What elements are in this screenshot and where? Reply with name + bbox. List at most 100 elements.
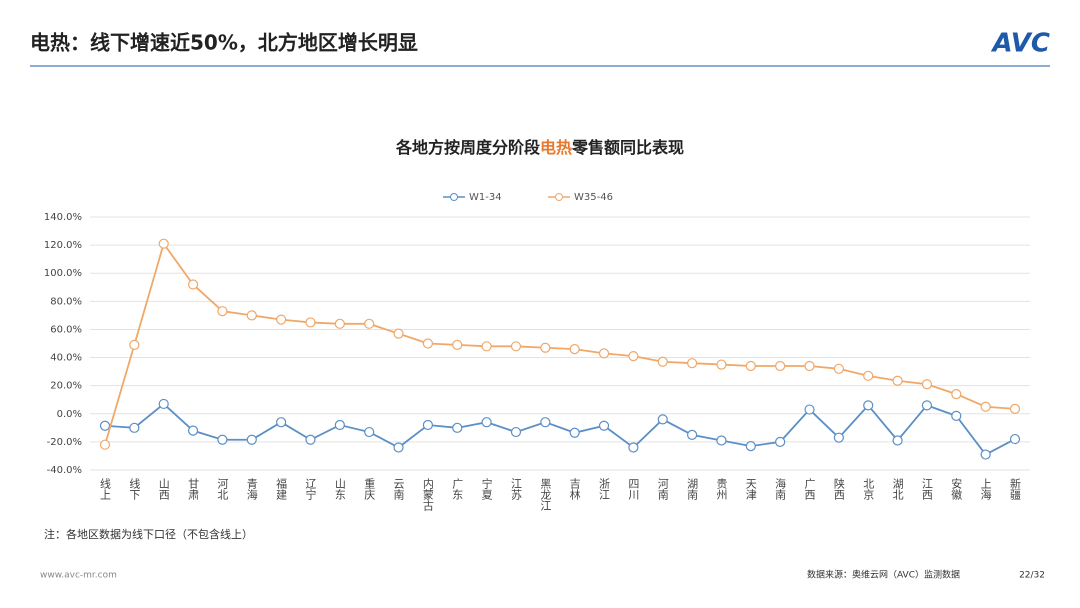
title-highlight: 电热: [540, 138, 572, 157]
data-point: [863, 370, 874, 381]
title-part: 各地方按周度分阶段: [395, 138, 541, 157]
y-tick-label: 60.0%: [50, 324, 82, 335]
data-point: [863, 400, 874, 411]
x-tick-label: 福建: [275, 477, 288, 501]
data-point: [892, 435, 903, 446]
data-point: [628, 442, 639, 453]
data-point: [1009, 403, 1021, 414]
data-point: [452, 339, 463, 351]
x-tick-label: 上海: [979, 478, 992, 501]
x-tick-label: 河南: [656, 478, 669, 500]
data-point: [481, 341, 492, 352]
data-point: [158, 398, 169, 410]
title-part: 零售额同比表现: [571, 138, 684, 157]
x-tick-label: 重庆: [363, 477, 376, 501]
x-tick-label: 线下: [128, 477, 141, 501]
x-tick-label: 黑龙江: [539, 478, 552, 511]
data-point: [510, 426, 522, 438]
x-tick-label: 新疆: [1009, 477, 1022, 500]
x-tick-label: 内蒙古: [421, 477, 434, 511]
data-point: [422, 419, 434, 431]
x-tick-label: 天津: [744, 478, 757, 500]
data-point: [305, 434, 316, 445]
x-tick-label: 广西: [803, 478, 816, 500]
data-point: [452, 422, 463, 433]
x-tick-label: 吉林: [568, 478, 581, 500]
x-tick-label: 山西: [157, 478, 170, 500]
data-point: [716, 435, 727, 446]
data-point: [951, 410, 962, 421]
chart-title: 各地方按周度分阶段电热零售额同比表现: [395, 138, 684, 157]
y-tick-label: -40.0%: [47, 465, 82, 476]
data-point: [921, 400, 933, 411]
x-tick-label: 安徽: [950, 477, 963, 501]
series-line: [104, 241, 1016, 445]
data-point: [804, 360, 815, 372]
legend-label: W1-34: [469, 192, 502, 203]
x-tick-label: 甘肃: [187, 478, 200, 501]
data-point: [833, 363, 844, 374]
x-tick-label: 湖北: [891, 478, 904, 500]
data-point: [686, 429, 698, 440]
data-point: [628, 351, 639, 362]
x-tick-label: 辽宁: [304, 478, 317, 500]
data-point: [364, 318, 375, 329]
data-point: [481, 417, 492, 428]
data-point: [217, 306, 228, 317]
data-point: [334, 419, 345, 431]
data-point: [540, 342, 551, 353]
x-tick-label: 江苏: [509, 478, 522, 501]
series-line: [104, 402, 1016, 456]
y-tick-label: 100.0%: [44, 268, 82, 279]
legend-marker: [450, 193, 458, 201]
data-point: [364, 426, 375, 438]
data-point: [745, 360, 756, 372]
data-point: [657, 356, 668, 367]
data-point: [833, 432, 844, 443]
x-tick-label: 河北: [216, 478, 229, 500]
data-point: [276, 417, 287, 428]
y-tick-label: 120.0%: [44, 240, 82, 251]
data-point: [305, 317, 316, 328]
page-number: 22/32: [1019, 571, 1045, 581]
data-point: [775, 436, 786, 447]
x-tick-label: 海南: [774, 477, 787, 500]
y-tick-label: -20.0%: [47, 437, 82, 448]
x-tick-label: 北京: [862, 478, 875, 501]
data-point: [540, 417, 551, 428]
data-point: [246, 310, 257, 321]
data-point: [99, 420, 111, 431]
data-point: [951, 389, 962, 400]
x-tick-label: 青海: [245, 478, 258, 501]
data-point: [745, 441, 756, 452]
data-point: [775, 360, 786, 372]
data-point: [598, 348, 610, 359]
data-point: [99, 439, 111, 450]
legend-marker: [555, 193, 563, 201]
x-tick-label: 线上: [99, 477, 112, 500]
y-tick-label: 80.0%: [50, 296, 82, 307]
data-point: [187, 279, 199, 290]
data-point: [921, 379, 933, 390]
data-point: [980, 449, 991, 460]
data-point: [892, 375, 903, 386]
data-point: [217, 434, 228, 445]
data-point: [246, 434, 257, 445]
data-point: [598, 420, 610, 431]
x-tick-label: 陕西: [832, 477, 845, 500]
note: 注：各地区数据为线下口径（不包含线上）: [44, 527, 253, 541]
slide-title: 电热：线下增速近50%，北方地区增长明显: [30, 31, 418, 55]
x-tick-label: 山东: [333, 478, 346, 500]
x-tick-label: 贵州: [715, 478, 728, 500]
data-point: [393, 442, 404, 453]
data-point: [686, 358, 698, 369]
legend-label: W35-46: [574, 192, 613, 203]
source: 数据来源：奥维云网（AVC）监测数据: [807, 569, 960, 581]
y-tick-label: 20.0%: [50, 381, 82, 392]
data-point: [804, 404, 815, 415]
data-point: [129, 339, 140, 351]
data-point: [334, 318, 345, 329]
logo: AVC: [990, 29, 1050, 59]
